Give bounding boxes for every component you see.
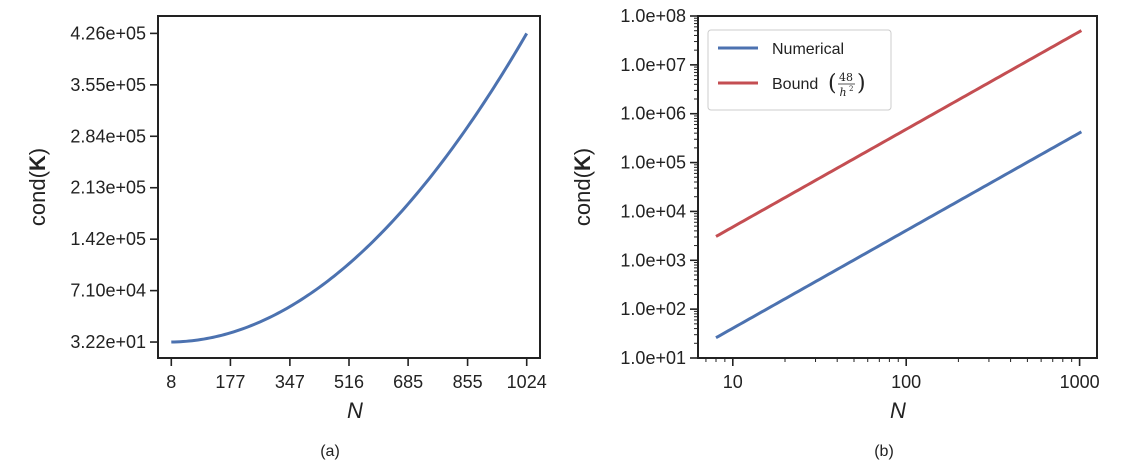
x-tick-label: 855	[453, 372, 483, 392]
x-axis-label-b: N	[890, 398, 906, 423]
ticks-b: 1.0e+01 1.0e+02 1.0e+03 1.0e+04 1.0e+05 1.0e+…	[620, 6, 1099, 392]
x-tick-label: 1000	[1060, 372, 1100, 392]
y-tick-label: 1.0e+04	[620, 201, 686, 221]
fraction-denominator: h	[839, 86, 846, 99]
panel-b: 1.0e+01 1.0e+02 1.0e+03 1.0e+04 1.0e+05 1.0e+…	[570, 6, 1100, 460]
x-tick-label: 100	[891, 372, 921, 392]
y-tick-label: 7.10e+04	[70, 281, 146, 301]
series-line-b-bound	[715, 29, 1083, 238]
y-tick-label: 1.42e+05	[70, 229, 146, 249]
y-tick-label: 2.84e+05	[70, 126, 146, 146]
y-tick-label: 1.0e+08	[620, 6, 686, 26]
x-tick-label: 10	[723, 372, 743, 392]
legend-bound-fraction: ( 48 h 2 )	[828, 71, 866, 99]
x-tick-label: 1024	[507, 372, 547, 392]
fraction-exponent: 2	[849, 85, 853, 93]
axes-b	[697, 15, 1098, 359]
y-tick-label: 4.26e+05	[70, 23, 146, 43]
svg-text:): )	[857, 71, 866, 96]
panel-a: 3.22e+01 7.10e+04 1.42e+05 2.13e+05 2.84e+05…	[25, 15, 547, 460]
y-tick-label: 1.0e+03	[620, 250, 686, 270]
series-b	[715, 29, 1083, 340]
x-tick-label: 685	[393, 372, 423, 392]
y-axis-label-b: cond(K)	[570, 148, 595, 226]
caption-b: (b)	[874, 443, 894, 460]
x-tick-label: 177	[215, 372, 245, 392]
y-tick-label: 1.0e+07	[620, 55, 686, 75]
caption-a: (a)	[320, 443, 340, 460]
y-tick-label: 3.55e+05	[70, 75, 146, 95]
y-tick-label: 1.0e+01	[620, 348, 686, 368]
y-tick-label: 1.0e+06	[620, 104, 686, 124]
x-tick-label: 516	[334, 372, 364, 392]
legend-frame	[707, 29, 892, 111]
svg-text:(: (	[828, 71, 837, 96]
x-axis-label-a: N	[347, 398, 363, 423]
y-axis-label-a: cond(K)	[25, 148, 50, 226]
legend: Numerical Bound ( 48 h 2 )	[707, 29, 892, 111]
series-a	[171, 32, 529, 344]
series-line-a-0	[171, 32, 529, 344]
plot-frame-a	[157, 15, 541, 359]
series-line-b-numerical	[715, 130, 1083, 340]
legend-label-bound: Bound	[772, 76, 818, 93]
x-tick-label: 8	[166, 372, 176, 392]
ticks-a: 3.22e+01 7.10e+04 1.42e+05 2.13e+05 2.84e+05…	[70, 23, 546, 392]
y-tick-label: 2.13e+05	[70, 178, 146, 198]
plot-frame-b	[697, 15, 1098, 359]
axes-a	[157, 15, 541, 359]
y-tick-label: 1.0e+05	[620, 153, 686, 173]
fraction-numerator: 48	[839, 71, 853, 84]
y-tick-label: 1.0e+02	[620, 299, 686, 319]
x-tick-label: 347	[275, 372, 305, 392]
legend-label-numerical: Numerical	[772, 41, 844, 58]
y-tick-label: 3.22e+01	[70, 332, 146, 352]
